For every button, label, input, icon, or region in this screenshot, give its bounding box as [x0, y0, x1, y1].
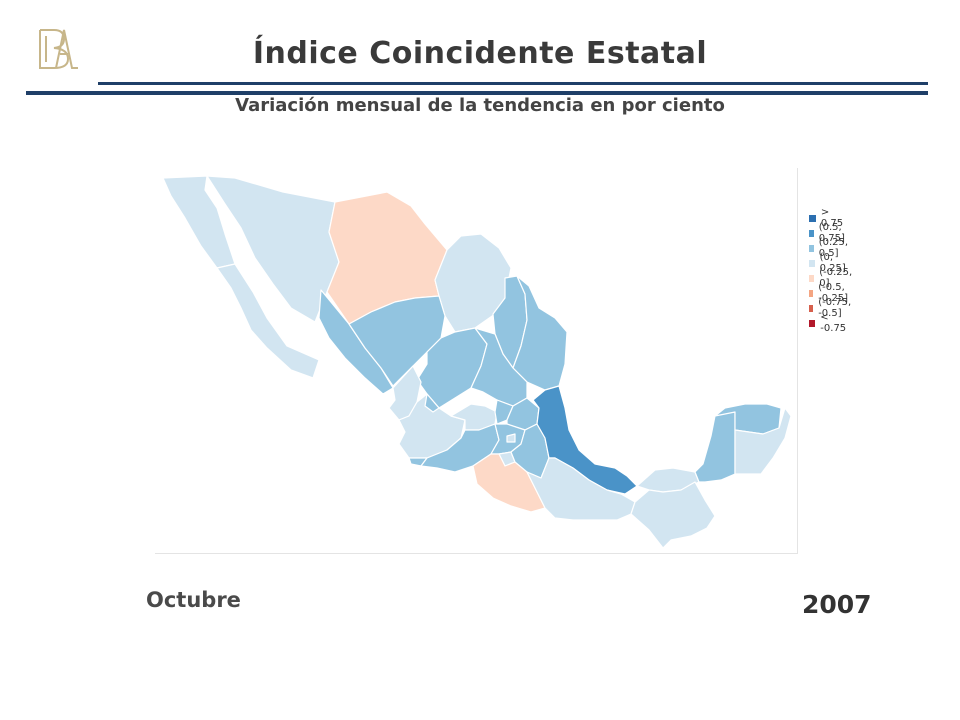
legend-swatch	[809, 259, 815, 267]
title-rule-top	[98, 82, 928, 85]
legend-label: < -0.75	[820, 312, 847, 334]
legend-item: > 0.75	[809, 207, 854, 229]
legend-swatch	[809, 229, 814, 237]
state-campeche	[694, 407, 736, 483]
legend-label: (0.5, 0.75]	[818, 222, 845, 244]
legend-swatch	[809, 244, 814, 252]
legend-item: (0, 0.25]	[809, 252, 854, 274]
state-aguascalientes	[424, 393, 440, 413]
state-distrito-federal	[506, 433, 516, 443]
banxico-logo	[39, 29, 78, 69]
legend-swatch	[809, 214, 816, 222]
page-title: Índice Coincidente Estatal	[252, 36, 708, 71]
legend-item: (0.5, 0.75]	[809, 222, 854, 244]
legend-label: (-0.5, -0.25]	[818, 282, 848, 304]
page-subtitle: Variación mensual de la tendencia en por…	[235, 96, 725, 116]
legend-swatch	[809, 319, 816, 327]
state-chiapas	[630, 481, 716, 549]
mexico-map	[162, 175, 792, 549]
legend-item: (-0.25, 0]	[809, 267, 854, 289]
state-queretaro	[494, 399, 514, 425]
legend-item: (-0.5, -0.25]	[809, 282, 854, 304]
period-month: Octubre	[146, 588, 241, 612]
legend-item: < -0.75	[809, 312, 854, 334]
legend-label: (-0.75, -0.5]	[818, 297, 852, 319]
period-year: 2007	[802, 590, 872, 619]
legend-swatch	[809, 289, 814, 297]
legend-item: (-0.75, -0.5]	[809, 297, 854, 319]
state-quintana-roo	[734, 407, 792, 475]
legend-swatch	[809, 274, 815, 282]
legend-swatch	[809, 304, 814, 312]
state-baja-california-sur	[216, 263, 320, 379]
legend-label: (0.25, 0.5]	[818, 237, 849, 259]
legend-label: (0, 0.25]	[819, 252, 846, 274]
map-legend: > 0.75 (0.5, 0.75] (0.25, 0.5] (0, 0.25]…	[809, 207, 854, 334]
map-panel: > 0.75 (0.5, 0.75] (0.25, 0.5] (0, 0.25]…	[155, 168, 852, 554]
state-jalisco	[398, 393, 466, 459]
legend-label: > 0.75	[820, 207, 844, 229]
legend-label: (-0.25, 0]	[819, 267, 853, 289]
title-rule-bottom	[26, 91, 928, 95]
legend-item: (0.25, 0.5]	[809, 237, 854, 259]
